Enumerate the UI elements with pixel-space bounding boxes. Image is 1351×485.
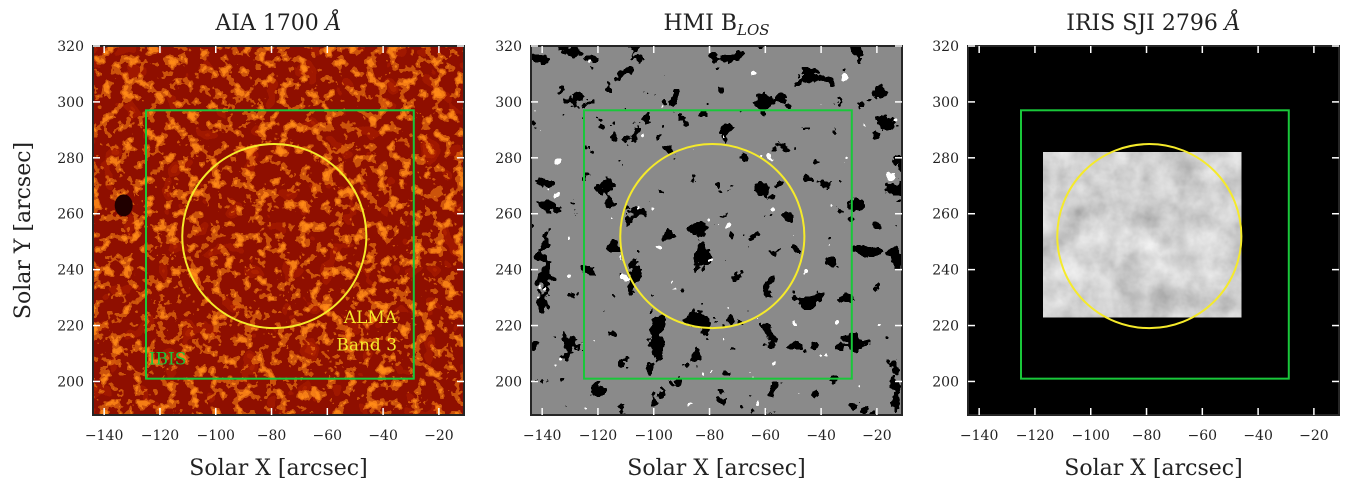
alma-label-line2: Band 3 bbox=[336, 336, 397, 356]
panel-image-2 bbox=[531, 46, 902, 415]
x-tick-label: −120 bbox=[579, 428, 617, 444]
alma-fov-circle bbox=[181, 143, 368, 330]
x-tick-label: −120 bbox=[141, 428, 179, 444]
alma-fov-circle bbox=[619, 143, 806, 330]
x-tick-label: −80 bbox=[695, 428, 725, 444]
x-axis-label: Solar X [arcsec] bbox=[1064, 456, 1242, 481]
alma-label-line1: ALMA bbox=[343, 308, 398, 328]
y-tick-label: 300 bbox=[932, 95, 959, 111]
alma-fov-circle bbox=[1056, 143, 1243, 330]
y-tick-label: 300 bbox=[495, 95, 522, 111]
panel-frame bbox=[92, 45, 465, 416]
x-tick-label: −80 bbox=[257, 428, 287, 444]
x-axis-label: Solar X [arcsec] bbox=[189, 456, 367, 481]
panel-title-unit: Å bbox=[323, 8, 342, 36]
x-tick-label: −60 bbox=[1188, 428, 1218, 444]
x-tick-label: −80 bbox=[1132, 428, 1162, 444]
ibis-fov-box bbox=[583, 109, 853, 380]
y-tick-label: 200 bbox=[495, 374, 522, 390]
y-tick-label: 240 bbox=[57, 263, 84, 279]
panel-title: AIA 1700 Å bbox=[214, 8, 341, 36]
panel-title-main: AIA 1700 bbox=[214, 11, 325, 36]
y-tick-label: 200 bbox=[57, 374, 84, 390]
x-tick-label: −20 bbox=[424, 428, 454, 444]
ibis-fov-box bbox=[1020, 109, 1290, 380]
ibis-label: IBIS bbox=[149, 350, 187, 370]
x-tick-label: −100 bbox=[197, 428, 235, 444]
x-tick-label: −20 bbox=[862, 428, 892, 444]
panel-2: HMI BLOS −140 −120 −100 −80 −60 −40 −20 200 220 24… bbox=[495, 11, 903, 481]
panel-image-3 bbox=[968, 46, 1339, 415]
y-tick-label: 240 bbox=[932, 263, 959, 279]
y-tick-label: 280 bbox=[57, 151, 84, 167]
iris-slit-jaw-image bbox=[1043, 152, 1242, 318]
x-tick-label: −100 bbox=[1072, 428, 1110, 444]
y-tick-label: 260 bbox=[57, 207, 84, 223]
y-tick-label: 280 bbox=[932, 151, 959, 167]
panel-3: IRIS SJI 2796 Å −140 −120 −100 −80 −60 −40 −20 2… bbox=[932, 8, 1340, 481]
panel-frame bbox=[967, 45, 1340, 416]
panel-title: IRIS SJI 2796 Å bbox=[1066, 8, 1240, 36]
y-tick-label: 300 bbox=[57, 95, 84, 111]
aia-texture-bright bbox=[93, 46, 464, 415]
y-tick-label: 280 bbox=[495, 151, 522, 167]
x-tick-label: −100 bbox=[635, 428, 673, 444]
x-tick-label: −140 bbox=[85, 428, 123, 444]
dark-pore bbox=[114, 194, 133, 217]
y-tick-label: 320 bbox=[495, 39, 522, 55]
y-tick-label: 220 bbox=[495, 319, 522, 335]
y-tick-label: 220 bbox=[932, 319, 959, 335]
x-tick-label: −40 bbox=[1243, 428, 1273, 444]
y-tick-label: 320 bbox=[57, 39, 84, 55]
y-tick-label: 240 bbox=[495, 263, 522, 279]
ibis-fov-box bbox=[145, 109, 415, 380]
x-tick-label: −140 bbox=[523, 428, 561, 444]
y-tick-label: 260 bbox=[932, 207, 959, 223]
x-tick-label: −120 bbox=[1016, 428, 1054, 444]
panel-title: HMI BLOS bbox=[663, 11, 769, 39]
panel-frame bbox=[530, 45, 903, 416]
x-tick-label: −60 bbox=[751, 428, 781, 444]
y-tick-label: 260 bbox=[495, 207, 522, 223]
x-tick-label: −40 bbox=[368, 428, 398, 444]
panel-image-1 bbox=[93, 46, 464, 415]
panel-title-subscript: LOS bbox=[736, 21, 770, 39]
x-tick-label: −60 bbox=[313, 428, 343, 444]
panel-title-main: HMI B bbox=[663, 11, 737, 36]
y-axis-label: Solar Y [arcsec] bbox=[11, 142, 36, 319]
x-tick-label: −140 bbox=[960, 428, 998, 444]
panel-1: IBIS ALMA Band 3 AIA 1700 Å −140 −120 −100 −80 −… bbox=[57, 8, 465, 481]
y-tick-label: 320 bbox=[932, 39, 959, 55]
x-axis-label: Solar X [arcsec] bbox=[627, 456, 805, 481]
hmi-positive-flux bbox=[531, 46, 902, 415]
y-tick-label: 220 bbox=[57, 319, 84, 335]
x-tick-label: −40 bbox=[806, 428, 836, 444]
panel-title-main: IRIS SJI 2796 bbox=[1066, 11, 1225, 36]
x-tick-label: −20 bbox=[1299, 428, 1329, 444]
y-tick-label: 200 bbox=[932, 374, 959, 390]
panel-title-unit: Å bbox=[1222, 8, 1241, 36]
